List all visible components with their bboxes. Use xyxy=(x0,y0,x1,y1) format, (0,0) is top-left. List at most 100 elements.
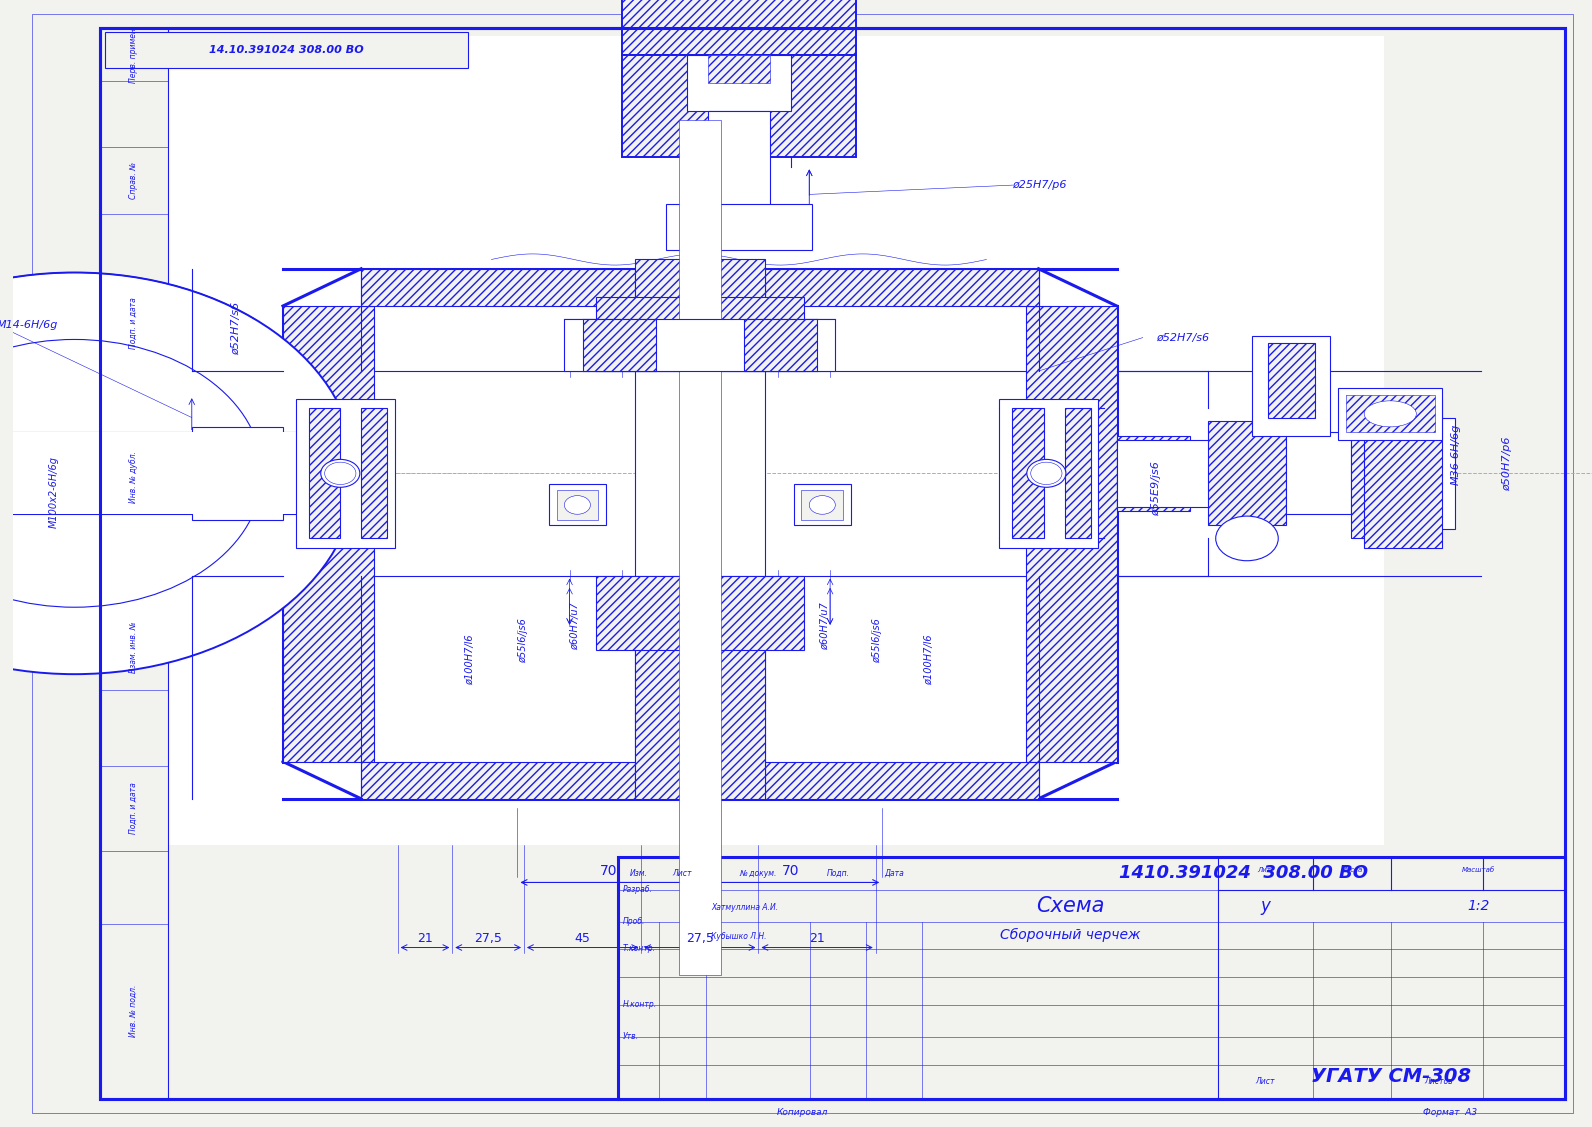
Bar xyxy=(1417,418,1455,530)
Text: ø100H7/l6: ø100H7/l6 xyxy=(923,635,935,684)
Bar xyxy=(361,762,1038,799)
Text: Перв. примен.: Перв. примен. xyxy=(129,26,139,82)
Bar xyxy=(361,408,387,539)
Text: 70: 70 xyxy=(600,864,618,878)
Text: 1410.391024  308.00 ВО: 1410.391024 308.00 ВО xyxy=(1119,864,1368,882)
Bar xyxy=(743,319,817,371)
Text: ø25H7/p6: ø25H7/p6 xyxy=(1013,180,1067,190)
Bar xyxy=(595,296,804,371)
Bar xyxy=(801,490,844,520)
Text: Изм.: Изм. xyxy=(629,869,648,878)
Bar xyxy=(665,204,812,250)
Text: 27,5: 27,5 xyxy=(474,932,501,944)
Text: Лист: Лист xyxy=(1256,1077,1275,1086)
Text: 45: 45 xyxy=(575,932,591,944)
Text: Схема: Схема xyxy=(1036,896,1105,916)
Bar xyxy=(1267,343,1315,418)
Bar xyxy=(1025,307,1116,762)
Bar xyxy=(191,427,283,520)
Bar xyxy=(0,433,309,514)
Circle shape xyxy=(0,339,263,607)
Circle shape xyxy=(0,273,357,674)
Text: Кубышко Л.Н.: Кубышко Л.Н. xyxy=(712,932,766,941)
Text: Взам. инв. №: Взам. инв. № xyxy=(129,621,139,673)
Bar xyxy=(635,259,766,371)
Text: Формат  А3: Формат А3 xyxy=(1423,1108,1477,1117)
Text: Лит.: Лит. xyxy=(1258,867,1274,873)
Bar xyxy=(635,269,766,799)
Text: Листов: Листов xyxy=(1425,1077,1453,1086)
Text: Подп. и дата: Подп. и дата xyxy=(129,298,139,349)
Bar xyxy=(708,110,771,213)
Bar xyxy=(1352,408,1417,539)
Bar xyxy=(1364,399,1442,548)
Text: Проб.: Проб. xyxy=(622,917,645,925)
Text: M36-6H/6g: M36-6H/6g xyxy=(1450,424,1460,486)
Bar xyxy=(283,307,374,762)
Bar xyxy=(1339,388,1442,440)
Text: Лист: Лист xyxy=(673,869,693,878)
Bar xyxy=(309,408,341,539)
Text: 70: 70 xyxy=(782,864,799,878)
Text: Сборочный черчеж: Сборочный черчеж xyxy=(1000,929,1140,942)
Bar xyxy=(595,576,804,650)
Ellipse shape xyxy=(564,496,591,514)
Bar xyxy=(618,857,1565,1099)
Ellipse shape xyxy=(809,496,836,514)
Text: ø55l6/js6: ø55l6/js6 xyxy=(872,619,882,663)
Text: 21: 21 xyxy=(809,932,825,944)
Text: 1:2: 1:2 xyxy=(1468,899,1490,913)
Text: 27,5: 27,5 xyxy=(686,932,713,944)
Bar xyxy=(1116,440,1430,507)
Text: УГАТУ СМ-308: УГАТУ СМ-308 xyxy=(1312,1067,1471,1085)
Bar xyxy=(686,55,791,110)
Text: M100x2-6H/6g: M100x2-6H/6g xyxy=(49,456,59,527)
Text: ø60H7/u7: ø60H7/u7 xyxy=(570,602,579,649)
Ellipse shape xyxy=(1364,401,1417,427)
Text: M14-6H/6g: M14-6H/6g xyxy=(0,320,57,329)
Bar xyxy=(622,55,856,158)
Text: ø55l6/js6: ø55l6/js6 xyxy=(517,619,527,663)
Bar xyxy=(1259,339,1325,433)
Ellipse shape xyxy=(320,460,360,487)
Text: ø100H7/l6: ø100H7/l6 xyxy=(465,635,476,684)
Bar xyxy=(794,485,852,525)
Text: Инв. № дубл.: Инв. № дубл. xyxy=(129,451,139,503)
Bar xyxy=(361,269,1038,307)
Text: Дата: Дата xyxy=(884,869,904,878)
Text: Разраб.: Разраб. xyxy=(622,886,653,894)
Bar xyxy=(708,55,771,83)
Text: Утв.: Утв. xyxy=(622,1032,638,1040)
Bar xyxy=(296,399,395,548)
Bar xyxy=(583,319,656,371)
Bar xyxy=(1013,408,1044,539)
Text: Н.контр.: Н.контр. xyxy=(622,1001,656,1009)
Text: Масса: Масса xyxy=(1340,867,1363,873)
Bar xyxy=(622,0,856,55)
Text: Масштаб: Масштаб xyxy=(1461,867,1495,873)
Bar xyxy=(1000,399,1098,548)
Bar xyxy=(564,319,836,371)
Circle shape xyxy=(1216,516,1278,561)
Bar xyxy=(680,119,721,976)
Bar xyxy=(635,576,766,799)
Text: ø52H7/s6: ø52H7/s6 xyxy=(1156,332,1208,343)
Bar xyxy=(1345,396,1434,433)
Text: № докум.: № докум. xyxy=(740,869,777,878)
Bar xyxy=(557,490,599,520)
Bar xyxy=(1116,436,1189,511)
Bar xyxy=(191,427,283,520)
Bar xyxy=(1208,421,1286,525)
Text: Подп. и дата: Подп. и дата xyxy=(129,782,139,834)
Text: ø50H7/p6: ø50H7/p6 xyxy=(1503,437,1512,491)
Text: Т.контр.: Т.контр. xyxy=(622,944,656,952)
Text: ø55E9/js6: ø55E9/js6 xyxy=(1151,461,1161,516)
Bar xyxy=(1253,336,1331,436)
Text: Копировал: Копировал xyxy=(777,1108,828,1117)
Bar xyxy=(105,32,468,68)
Bar xyxy=(1065,408,1091,539)
Text: у: у xyxy=(1261,897,1270,915)
Bar xyxy=(167,36,1383,845)
Text: ø60H7/u7: ø60H7/u7 xyxy=(820,602,829,649)
Bar xyxy=(549,485,607,525)
